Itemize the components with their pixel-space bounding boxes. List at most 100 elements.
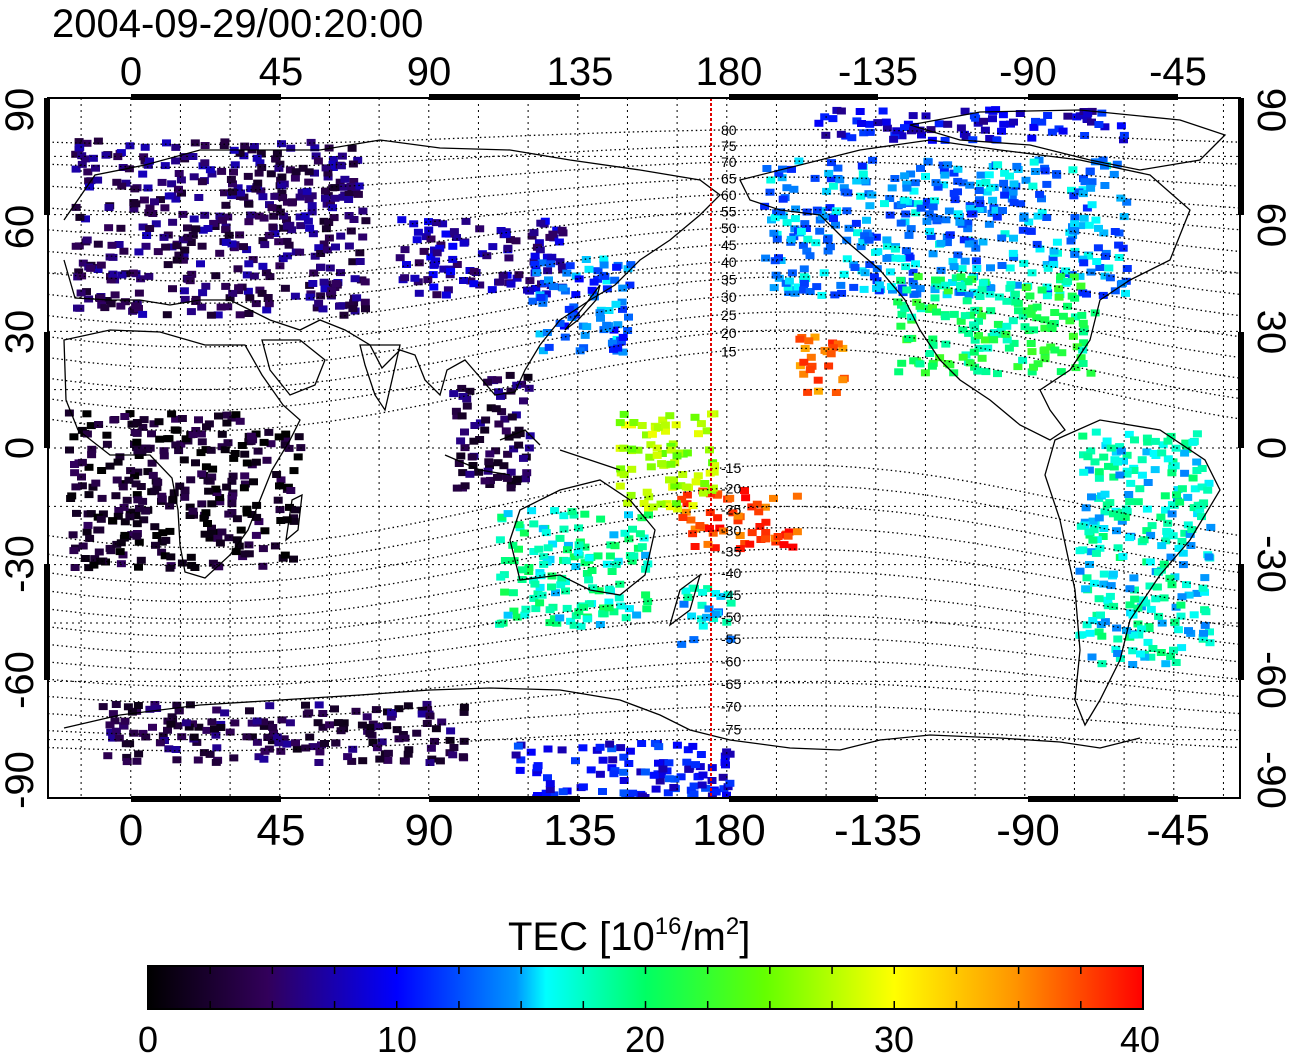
tec-cell — [783, 532, 793, 540]
bottom-lon-label: -135 — [834, 806, 922, 855]
tec-cell — [172, 256, 182, 264]
tec-cell — [1151, 452, 1161, 459]
tec-cell — [681, 587, 691, 595]
tec-cell — [654, 743, 664, 751]
tec-cell — [1079, 339, 1089, 347]
tec-cell — [484, 458, 494, 466]
maglat-label: 60 — [721, 187, 737, 203]
tec-cell — [1199, 499, 1209, 507]
tec-cell — [438, 220, 448, 228]
tec-cell — [485, 462, 494, 470]
tec-cell — [116, 539, 126, 547]
tec-cell — [1040, 355, 1050, 363]
tec-cell — [115, 548, 125, 556]
tec-cell — [705, 524, 714, 532]
tec-cell — [1121, 505, 1131, 513]
tec-cell — [852, 177, 862, 185]
tec-cell — [237, 442, 247, 449]
tec-cell — [1109, 170, 1119, 178]
tec-cell — [282, 216, 291, 224]
tec-cell — [306, 138, 316, 146]
tec-cell — [964, 329, 974, 337]
tec-cell — [1097, 109, 1107, 117]
tec-cell — [244, 200, 254, 208]
maglat-label: -65 — [721, 676, 741, 692]
tec-cell — [228, 180, 237, 188]
tec-cell — [459, 239, 469, 247]
tec-cell — [136, 556, 146, 564]
tec-cell — [93, 137, 103, 145]
right-lat-label: 90 — [1249, 88, 1292, 133]
tec-cell — [106, 300, 116, 308]
tec-cell — [423, 276, 433, 284]
tec-cell — [71, 242, 81, 250]
tec-cell — [1033, 360, 1043, 368]
tec-cell — [330, 194, 340, 202]
tec-cell — [307, 202, 317, 210]
tec-cell — [671, 500, 681, 508]
tec-cell — [1137, 456, 1147, 464]
tec-cell — [688, 502, 698, 510]
tec-cell — [665, 412, 675, 420]
tec-cell — [828, 344, 838, 352]
tec-cell — [1009, 253, 1019, 261]
tec-cell — [101, 151, 111, 159]
tec-cell — [231, 411, 241, 419]
tec-cell — [256, 187, 266, 195]
tec-cell — [173, 722, 183, 730]
tec-cell — [566, 617, 576, 625]
tec-cell — [82, 410, 92, 418]
tec-cell — [497, 408, 507, 416]
tec-cell — [185, 512, 195, 519]
tec-cell — [677, 495, 687, 503]
tec-cell — [584, 576, 594, 584]
tec-cell — [831, 389, 841, 396]
tec-cell — [904, 231, 914, 239]
tec-cell — [552, 619, 562, 627]
coastline-japan — [564, 284, 601, 331]
maglat-label: -50 — [721, 609, 741, 625]
tec-cell — [147, 430, 156, 438]
tec-cell — [1167, 464, 1177, 472]
tec-cell — [308, 743, 318, 751]
tec-cell — [637, 514, 647, 522]
tec-cell — [956, 317, 966, 325]
tec-cell — [260, 527, 270, 535]
tec-cell — [700, 480, 710, 487]
tec-cell — [1154, 612, 1164, 620]
tec-cell — [571, 612, 581, 620]
tec-cell — [156, 196, 165, 204]
tec-cell — [105, 721, 115, 729]
lat-lon-grid — [48, 98, 1240, 798]
tec-cell — [784, 289, 794, 296]
tec-cell — [561, 557, 571, 565]
tec-cell — [975, 196, 984, 204]
tec-cell — [886, 283, 896, 291]
tec-cell — [220, 709, 230, 717]
tec-cell — [943, 161, 953, 169]
tec-cell — [362, 713, 372, 721]
tec-cell — [1184, 591, 1194, 599]
tec-cell — [77, 426, 87, 434]
tec-cell — [75, 213, 85, 221]
tec-cell — [82, 430, 92, 438]
tec-cell — [71, 165, 81, 173]
tec-cell — [882, 236, 892, 244]
tec-cell — [261, 269, 271, 277]
tec-cell — [1015, 110, 1025, 117]
tec-cell — [485, 450, 495, 458]
tec-cell — [616, 465, 626, 473]
tec-cell — [881, 118, 891, 126]
tec-cell — [908, 277, 918, 285]
tec-cell — [149, 420, 159, 428]
tec-cell — [552, 226, 562, 234]
tec-cell — [326, 199, 335, 207]
tec-cell — [277, 716, 287, 724]
tec-cell — [1161, 660, 1171, 668]
tec-cell — [578, 744, 588, 752]
tec-cell — [1161, 506, 1170, 514]
tec-cell — [708, 484, 718, 492]
tec-cell — [735, 545, 745, 553]
tec-cell — [258, 545, 268, 553]
tec-cell — [89, 561, 99, 569]
